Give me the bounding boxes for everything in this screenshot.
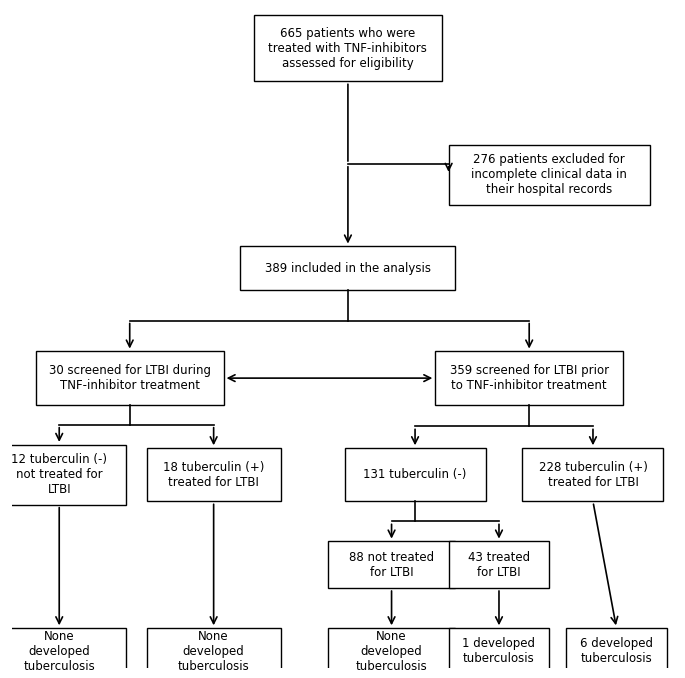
Text: 6 developed
tuberculosis: 6 developed tuberculosis bbox=[580, 637, 653, 666]
Text: None
developed
tuberculosis: None developed tuberculosis bbox=[23, 630, 95, 673]
Text: 228 tuberculin (+)
treated for LTBI: 228 tuberculin (+) treated for LTBI bbox=[538, 461, 647, 489]
Text: 389 included in the analysis: 389 included in the analysis bbox=[265, 262, 431, 275]
Text: 12 tuberculin (-)
not treated for
LTBI: 12 tuberculin (-) not treated for LTBI bbox=[11, 454, 108, 496]
FancyBboxPatch shape bbox=[523, 448, 664, 502]
FancyBboxPatch shape bbox=[566, 628, 667, 675]
FancyBboxPatch shape bbox=[328, 542, 456, 588]
FancyBboxPatch shape bbox=[240, 246, 456, 290]
FancyBboxPatch shape bbox=[449, 628, 549, 675]
Text: 276 patients excluded for
incomplete clinical data in
their hospital records: 276 patients excluded for incomplete cli… bbox=[471, 153, 627, 196]
FancyBboxPatch shape bbox=[449, 542, 549, 588]
Text: 88 not treated
for LTBI: 88 not treated for LTBI bbox=[349, 551, 434, 579]
FancyBboxPatch shape bbox=[147, 448, 281, 502]
FancyBboxPatch shape bbox=[449, 144, 650, 205]
FancyBboxPatch shape bbox=[147, 628, 281, 675]
FancyBboxPatch shape bbox=[345, 448, 486, 502]
Text: None
developed
tuberculosis: None developed tuberculosis bbox=[356, 630, 427, 673]
Text: 359 screened for LTBI prior
to TNF-inhibitor treatment: 359 screened for LTBI prior to TNF-inhib… bbox=[449, 364, 609, 392]
FancyBboxPatch shape bbox=[36, 351, 224, 405]
Text: 43 treated
for LTBI: 43 treated for LTBI bbox=[468, 551, 530, 579]
Text: 1 developed
tuberculosis: 1 developed tuberculosis bbox=[462, 637, 536, 666]
Text: 30 screened for LTBI during
TNF-inhibitor treatment: 30 screened for LTBI during TNF-inhibito… bbox=[49, 364, 211, 392]
FancyBboxPatch shape bbox=[0, 628, 126, 675]
FancyBboxPatch shape bbox=[0, 445, 126, 505]
FancyBboxPatch shape bbox=[435, 351, 623, 405]
Text: 131 tuberculin (-): 131 tuberculin (-) bbox=[363, 468, 466, 481]
Text: 665 patients who were
treated with TNF-inhibitors
assessed for eligibility: 665 patients who were treated with TNF-i… bbox=[269, 26, 427, 70]
FancyBboxPatch shape bbox=[254, 15, 442, 81]
FancyBboxPatch shape bbox=[328, 628, 456, 675]
Text: 18 tuberculin (+)
treated for LTBI: 18 tuberculin (+) treated for LTBI bbox=[163, 461, 264, 489]
Text: None
developed
tuberculosis: None developed tuberculosis bbox=[178, 630, 249, 673]
